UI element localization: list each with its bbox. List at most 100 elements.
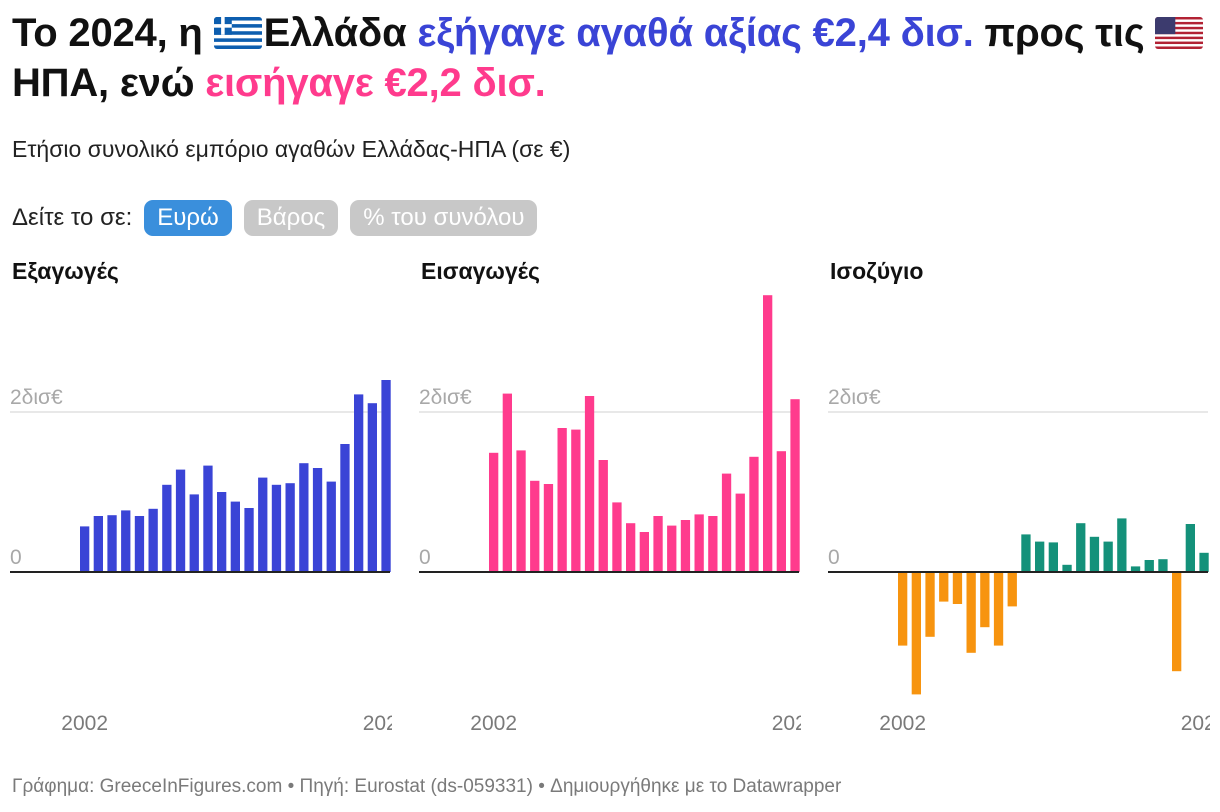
balance-bar-2023 — [1185, 524, 1195, 572]
exports-x-tick-label: 2002 — [61, 712, 108, 735]
exports-bar-2006 — [134, 516, 145, 572]
exports-chart-title: Εξαγωγές — [12, 258, 119, 284]
exports-y-tick-label: 0 — [10, 546, 22, 569]
imports-bar-2023 — [776, 451, 786, 572]
exports-bar-2019 — [312, 468, 323, 572]
imports-bar-2011 — [612, 502, 622, 572]
balance-bar-2011 — [1021, 534, 1031, 572]
imports-chart: 0 2δισ€ 2002 2024 — [419, 295, 801, 735]
balance-bar-2009 — [993, 572, 1004, 646]
balance-bar-2008 — [980, 572, 990, 628]
imports-bar-2015 — [667, 525, 677, 572]
imports-x-tick-label: 2024 — [772, 712, 801, 735]
view-euro-button[interactable]: Ευρώ — [144, 200, 232, 236]
headline-part-5: ΗΠΑ, ενώ — [12, 61, 206, 105]
balance-y-tick-label: 2δισ€ — [828, 386, 881, 409]
imports-bar-2012 — [626, 523, 636, 572]
view-weight-button[interactable]: Βάρος — [243, 200, 339, 236]
balance-bar-2006 — [952, 572, 963, 604]
headline-part-2: Ελλάδα — [263, 11, 418, 55]
balance-bar-2014 — [1062, 564, 1072, 572]
exports-bar-2012 — [217, 492, 227, 572]
imports-bar-2013 — [639, 532, 649, 572]
exports-bar-2024 — [381, 380, 391, 572]
balance-bar-2004 — [925, 572, 935, 637]
exports-bar-2020 — [326, 481, 336, 572]
greece-flag-icon — [213, 17, 262, 49]
imports-y-tick-label: 0 — [419, 546, 431, 569]
exports-x-tick-label: 2024 — [363, 712, 392, 735]
balance-bar-2019 — [1130, 566, 1141, 572]
balance-bar-2024 — [1199, 552, 1209, 572]
imports-bar-2004 — [516, 450, 526, 572]
balance-bar-2012 — [1035, 541, 1045, 572]
exports-chart: 0 2δισ€ 2002 2024 — [10, 380, 392, 735]
exports-bar-2018 — [299, 463, 309, 572]
exports-bar-2009 — [175, 469, 186, 572]
exports-bar-2010 — [189, 494, 199, 572]
imports-bar-2006 — [543, 484, 554, 572]
exports-bar-2017 — [285, 483, 295, 572]
imports-bar-2021 — [749, 456, 759, 572]
imports-bar-2008 — [571, 429, 581, 572]
imports-bar-2009 — [584, 396, 595, 572]
balance-chart-title: Ισοζύγιο — [830, 258, 924, 284]
balance-bar-2017 — [1103, 541, 1113, 572]
imports-bar-2016 — [680, 520, 691, 572]
balance-bar-2003 — [911, 572, 921, 695]
imports-bar-2003 — [502, 393, 512, 572]
exports-bar-2023 — [367, 403, 377, 572]
exports-bar-2014 — [244, 508, 254, 572]
imports-bar-2022 — [763, 295, 773, 572]
imports-bar-2002 — [489, 452, 499, 572]
exports-bar-2022 — [354, 394, 364, 572]
balance-y-tick-label: 0 — [828, 546, 840, 569]
headline-exports-highlight: εξήγαγε αγαθά αξίας €2,4 δισ. — [417, 11, 974, 55]
exports-bar-2002 — [80, 526, 90, 572]
balance-x-tick-label: 2002 — [879, 712, 926, 735]
imports-bar-2017 — [694, 514, 704, 572]
balance-bar-2018 — [1117, 518, 1127, 572]
imports-bar-2018 — [708, 516, 718, 572]
imports-bar-2024 — [790, 399, 800, 572]
exports-bar-2021 — [340, 444, 350, 572]
exports-bar-2013 — [230, 501, 240, 572]
exports-bar-2008 — [162, 484, 172, 572]
imports-x-tick-label: 2002 — [470, 712, 517, 735]
view-percent-button[interactable]: % του συνόλου — [350, 200, 538, 236]
imports-bar-2007 — [557, 428, 567, 572]
exports-bar-2007 — [148, 508, 158, 572]
imports-bar-2010 — [598, 460, 608, 572]
exports-bar-2004 — [107, 515, 117, 572]
chart-headline: Το 2024, η Ελλάδα εξήγαγε αγαθά αξίας €2… — [12, 8, 1212, 108]
imports-bar-2005 — [530, 480, 540, 572]
chart-footer: Γράφημα: GreeceInFigures.com • Πηγή: Eur… — [12, 776, 842, 797]
exports-bar-2005 — [121, 510, 131, 572]
balance-bar-2002 — [898, 572, 908, 646]
imports-bar-2019 — [721, 473, 732, 572]
balance-bar-2010 — [1007, 572, 1017, 607]
view-selector-label: Δείτε το σε: — [12, 204, 133, 231]
balance-bar-2021 — [1158, 559, 1168, 572]
balance-bar-2015 — [1076, 523, 1086, 572]
imports-y-tick-label: 2δισ€ — [419, 386, 472, 409]
balance-bar-2007 — [966, 572, 976, 653]
usa-flag-icon — [1155, 17, 1204, 49]
headline-part-1: Το 2024, η — [12, 11, 214, 55]
headline-imports-highlight: εισήγαγε €2,2 δισ. — [205, 61, 546, 105]
headline-part-4: προς τις — [973, 11, 1156, 55]
balance-bar-2022 — [1172, 572, 1182, 672]
balance-bar-2016 — [1089, 536, 1100, 572]
balance-bar-2005 — [939, 572, 949, 602]
exports-bar-2011 — [203, 465, 213, 572]
exports-bar-2003 — [93, 516, 103, 572]
chart-subtitle: Ετήσιο συνολικό εμπόριο αγαθών Ελλάδας-Η… — [12, 136, 571, 162]
exports-bar-2016 — [271, 484, 282, 572]
balance-chart: 0 2δισ€ 2002 2024 — [828, 386, 1210, 735]
imports-bar-2014 — [653, 516, 663, 572]
balance-x-tick-label: 2024 — [1181, 712, 1210, 735]
exports-y-tick-label: 2δισ€ — [10, 386, 63, 409]
balance-bar-2020 — [1144, 560, 1154, 572]
balance-bar-2013 — [1048, 542, 1058, 572]
imports-chart-title: Εισαγωγές — [421, 258, 540, 284]
